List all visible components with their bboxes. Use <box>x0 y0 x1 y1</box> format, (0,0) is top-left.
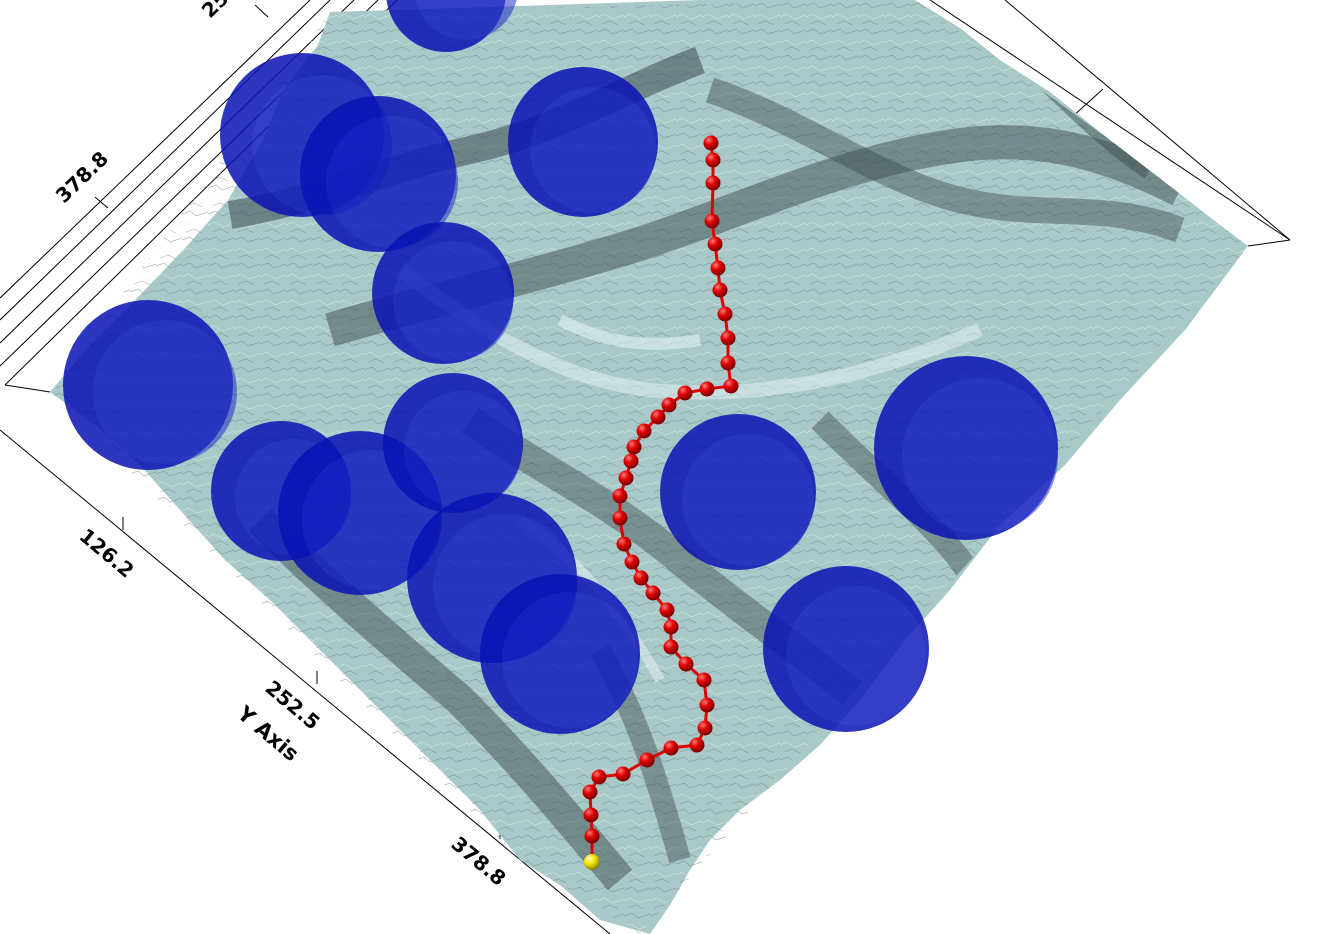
path-node <box>720 330 736 346</box>
path-node <box>705 152 721 168</box>
upper-axis-tick-label: 25 <box>197 0 234 23</box>
path-node <box>712 282 728 298</box>
path-node <box>624 554 640 570</box>
obstacle-sphere <box>386 0 517 52</box>
path-node <box>705 175 721 191</box>
y-axis-tick-label: 126.2 <box>75 523 139 582</box>
path-node <box>703 135 719 151</box>
path-node <box>696 672 712 688</box>
path-node <box>636 423 652 439</box>
path-node <box>663 639 679 655</box>
obstacle-sphere <box>63 300 237 470</box>
obstacle-sphere <box>660 414 816 570</box>
obstacle-sphere <box>874 356 1058 540</box>
path-node <box>689 737 705 753</box>
path-node <box>582 784 598 800</box>
path-node <box>720 355 736 371</box>
path-node <box>583 807 599 823</box>
path-node <box>661 397 677 413</box>
path-node <box>659 602 675 618</box>
path-node <box>623 453 639 469</box>
path-node <box>591 769 607 785</box>
path-node <box>650 409 666 425</box>
path-node <box>677 385 693 401</box>
path-start-node <box>584 854 600 870</box>
path-node <box>639 752 655 768</box>
path-node <box>697 720 713 736</box>
path-node <box>626 439 642 455</box>
path-node <box>723 378 739 394</box>
path-node <box>616 536 632 552</box>
path-node <box>699 697 715 713</box>
path-node <box>663 619 679 635</box>
path-node <box>663 740 679 756</box>
path-node <box>678 656 694 672</box>
obstacle-sphere <box>300 96 458 252</box>
path-node <box>645 585 661 601</box>
obstacle-sphere <box>508 67 658 217</box>
path-node <box>615 766 631 782</box>
path-node <box>612 488 628 504</box>
path-node <box>710 260 726 276</box>
obstacle-spheres <box>63 0 1058 734</box>
path-node <box>618 470 634 486</box>
path-node <box>717 306 733 322</box>
path-node <box>699 381 715 397</box>
path-node <box>707 236 723 252</box>
path-node <box>704 213 720 229</box>
obstacle-sphere <box>480 574 640 734</box>
obstacle-sphere <box>763 566 929 732</box>
path-node <box>612 510 628 526</box>
path-node <box>633 570 649 586</box>
planned-path <box>582 135 739 870</box>
obstacle-sphere <box>372 222 514 364</box>
obstacle-sphere <box>383 373 523 513</box>
path-node <box>584 828 600 844</box>
